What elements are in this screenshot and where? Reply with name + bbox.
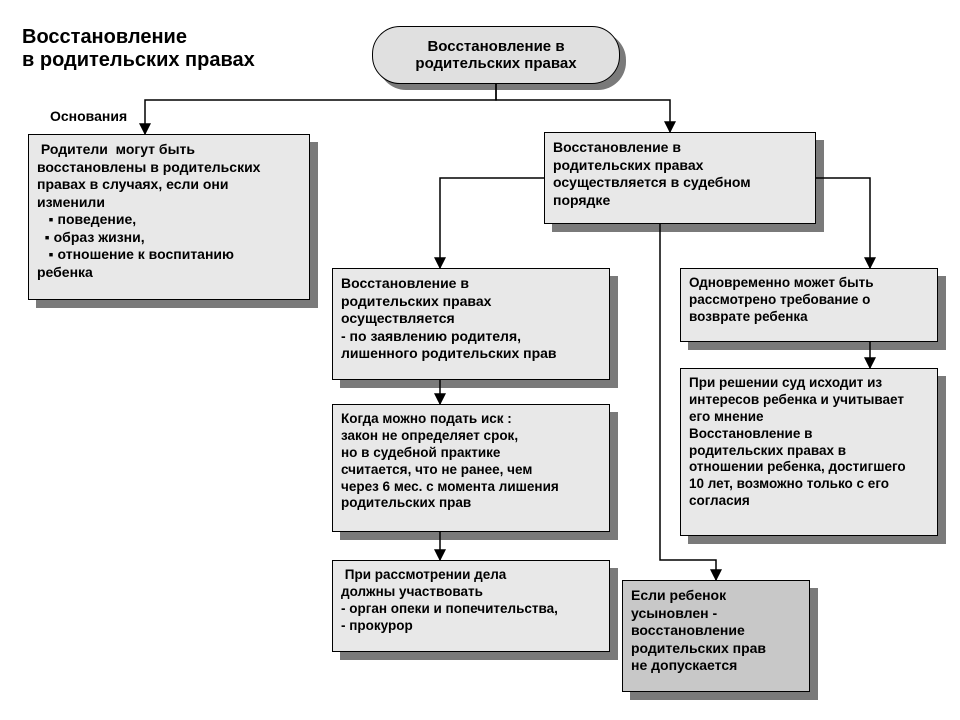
box-b8: Если ребенок усыновлен - восстановление … — [622, 580, 810, 692]
box-b2: Восстановление в родительских правах осу… — [544, 132, 816, 224]
box-b6: Одновременно может быть рассмотрено треб… — [680, 268, 938, 342]
diagram-stage: Восстановление в родительских правах Осн… — [0, 0, 960, 720]
box-b3: Восстановление в родительских правах осу… — [332, 268, 610, 380]
root-node: Восстановление в родительских правах — [372, 26, 620, 84]
label-grounds: Основания — [50, 108, 127, 124]
box-b1: Родители могут быть восстановлены в роди… — [28, 134, 310, 300]
box-b4: Когда можно подать иск : закон не опреде… — [332, 404, 610, 532]
box-b5: При рассмотрении дела должны участвовать… — [332, 560, 610, 652]
box-b7: При решении суд исходит из интересов реб… — [680, 368, 938, 536]
diagram-title: Восстановление в родительских правах — [22, 26, 255, 72]
root-node-text: Восстановление в родительских правах — [415, 38, 576, 72]
